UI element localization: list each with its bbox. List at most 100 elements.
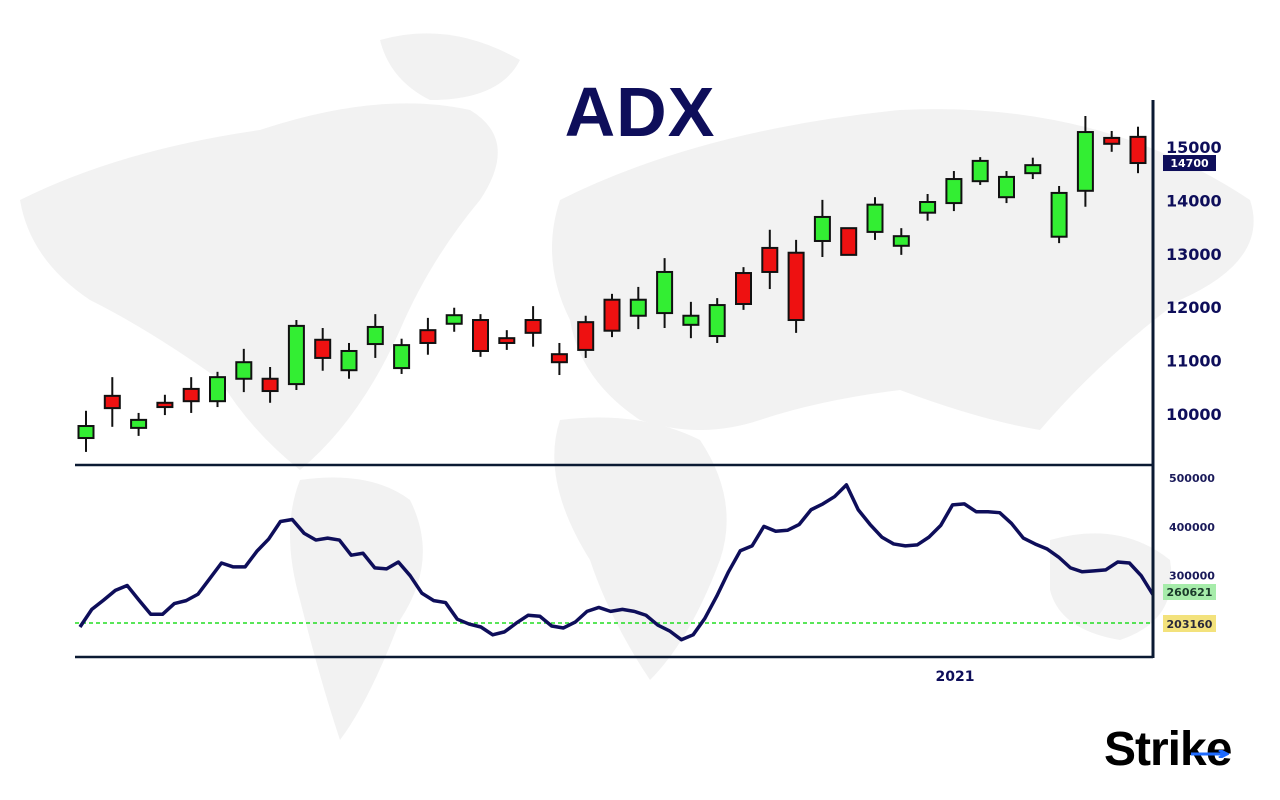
candle-body-down: [419, 329, 437, 344]
candle-body-up: [708, 304, 726, 338]
logo-text: Strike: [1104, 723, 1232, 776]
price-tick-label: 10000: [1166, 405, 1222, 424]
candle: [1103, 130, 1121, 152]
candle-body-up: [393, 344, 411, 370]
candle-body-up: [1050, 191, 1068, 238]
candle: [577, 315, 595, 358]
candle: [1050, 185, 1068, 244]
candle-body-up: [1076, 131, 1094, 192]
price-tick-label: 11000: [1166, 352, 1222, 371]
candle: [182, 377, 200, 413]
candle-body-down: [787, 251, 805, 322]
price-tick-label: 12000: [1166, 298, 1222, 317]
candle: [1024, 157, 1042, 180]
candle: [629, 286, 647, 330]
candle: [550, 342, 568, 376]
candle-body-up: [813, 215, 831, 242]
last-price-badge: [1163, 155, 1216, 172]
candle-body-down: [103, 394, 121, 410]
x-tick-label: 2021: [936, 669, 975, 685]
candle: [603, 293, 621, 338]
price-tick-label: 15000: [1166, 138, 1222, 157]
candle: [156, 394, 174, 416]
candle-body-up: [998, 175, 1015, 199]
candle: [314, 328, 332, 371]
candle-body-down: [472, 319, 489, 352]
candle-body-up: [919, 201, 937, 214]
adx-tick-label: 400000: [1169, 521, 1215, 534]
reference-label: 203160: [1167, 618, 1213, 631]
adx-line: [78, 483, 1155, 642]
candle: [498, 330, 516, 350]
candle-body-down: [314, 338, 332, 359]
candle-body-down: [182, 387, 200, 403]
candle: [682, 301, 700, 339]
candle-body-down: [761, 246, 779, 273]
candle: [130, 412, 148, 436]
candle-body-up: [866, 203, 884, 233]
candle-body-up: [971, 159, 989, 183]
candle: [787, 239, 805, 333]
candle-body-down: [156, 401, 174, 409]
candle: [656, 258, 674, 329]
candle-body-down: [550, 353, 568, 364]
candle-body-down: [498, 337, 516, 344]
candle-body-up: [77, 425, 95, 440]
candle: [735, 267, 752, 310]
candle: [813, 199, 831, 258]
candle-body-down: [1129, 135, 1147, 165]
candle: [524, 306, 542, 347]
candle-body-up: [682, 314, 700, 326]
candle-body-up: [892, 235, 910, 247]
arrow-icon: [1191, 750, 1230, 758]
last-price-label: 14700: [1170, 157, 1209, 170]
candle-body-up: [945, 178, 963, 205]
candle: [261, 367, 279, 403]
candle-body-down: [1103, 136, 1121, 145]
candle-body-down: [261, 377, 279, 393]
candle-body-up: [629, 298, 647, 317]
candle: [708, 298, 726, 343]
candle-body-up: [656, 270, 674, 315]
candle: [419, 317, 437, 355]
candle-body-up: [130, 418, 148, 429]
candle-body-down: [840, 227, 858, 256]
price-panel: [77, 116, 1147, 452]
candle: [892, 228, 910, 255]
candle-body-down: [577, 321, 595, 351]
candle-body-down: [524, 319, 542, 334]
candle: [366, 314, 384, 358]
price-tick-label: 13000: [1166, 245, 1222, 264]
candle-body-up: [287, 324, 305, 386]
price-tick-label: 14000: [1166, 191, 1222, 210]
candle: [866, 197, 884, 240]
candle: [235, 348, 253, 393]
candle: [472, 314, 489, 357]
axes: 10000 11000 12000 13000 14000 15000 300000 4000…: [75, 100, 1222, 685]
candle-body-up: [445, 314, 463, 325]
chart-title: ADX: [564, 73, 716, 151]
strike-logo: Strike: [1104, 722, 1232, 777]
candle: [340, 342, 358, 379]
candle: [1129, 126, 1147, 174]
candle: [919, 193, 937, 221]
candle-body-up: [366, 325, 384, 346]
candle-body-up: [209, 376, 226, 403]
reference-badge: [1163, 615, 1216, 632]
current-adx-label: 260621: [1167, 586, 1213, 599]
candle: [761, 229, 779, 290]
candle: [287, 320, 305, 390]
candle: [103, 377, 121, 427]
candle-body-up: [340, 349, 358, 372]
candle-body-down: [735, 272, 752, 305]
candle: [1076, 116, 1094, 207]
candle: [209, 371, 226, 408]
adx-panel: [75, 483, 1155, 642]
candle: [971, 157, 989, 185]
adx-tick-label: 300000: [1169, 570, 1215, 583]
candle: [445, 307, 463, 332]
candle: [840, 227, 858, 256]
adx-tick-label: 500000: [1169, 472, 1215, 485]
candle: [998, 171, 1015, 204]
